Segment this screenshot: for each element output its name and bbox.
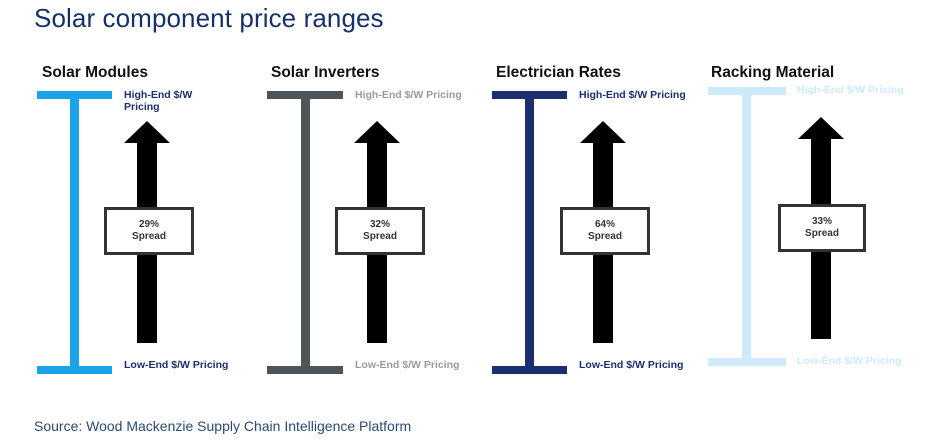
spread-value: 64% xyxy=(594,219,615,230)
spread-box: 33% Spread xyxy=(778,204,866,252)
spread-value: 33% xyxy=(811,216,832,227)
component-group-solar-modules: Solar Modules High-End $/W Pricing Low-E… xyxy=(0,0,230,441)
component-group-electrician-rates: Electrician Rates High-End $/W Pricing L… xyxy=(492,64,686,374)
low-end-label: Low-End $/W Pricing xyxy=(124,359,229,371)
component-title: Solar Modules xyxy=(42,64,148,81)
spread-label: Spread xyxy=(588,231,622,242)
i-beam-stem xyxy=(742,87,751,366)
component-title: Solar Inverters xyxy=(271,64,380,81)
low-end-label: Low-End $/W Pricing xyxy=(797,355,902,367)
i-beam-bottom-bar xyxy=(37,366,112,374)
page-title: Solar component price ranges xyxy=(34,3,384,33)
i-beam-stem xyxy=(525,91,534,374)
i-beam-bottom-bar xyxy=(267,366,343,374)
source-note: Source: Wood Mackenzie Supply Chain Inte… xyxy=(34,418,412,434)
spread-value: 29% xyxy=(138,219,159,230)
i-beam-stem xyxy=(301,91,310,374)
component-group-solar-inverters: Solar Inverters High-End $/W Pricing Low… xyxy=(0,0,470,441)
i-beam-bottom-bar xyxy=(708,358,786,366)
spread-box: 64% Spread xyxy=(560,207,650,255)
component-title: Electrician Rates xyxy=(496,64,621,81)
i-beam-stem xyxy=(70,91,79,374)
low-end-label: Low-End $/W Pricing xyxy=(579,359,684,371)
i-beam-bottom-bar xyxy=(492,366,567,374)
low-end-label: Low-End $/W Pricing xyxy=(355,359,460,371)
high-end-label: High-End $/W Pricing xyxy=(355,89,462,101)
spread-value: 32% xyxy=(369,219,390,230)
spread-box: 32% Spread xyxy=(335,207,425,255)
high-end-label: High-End $/W Pricing xyxy=(579,89,686,101)
high-end-label: High-End $/W Pricing xyxy=(797,84,904,96)
spread-label: Spread xyxy=(363,231,397,242)
spread-box: 29% Spread xyxy=(104,207,194,255)
spread-label: Spread xyxy=(805,228,839,239)
spread-label: Spread xyxy=(132,231,166,242)
high-end-label: High-End $/W Pricing xyxy=(124,89,193,113)
component-title: Racking Material xyxy=(711,64,835,81)
